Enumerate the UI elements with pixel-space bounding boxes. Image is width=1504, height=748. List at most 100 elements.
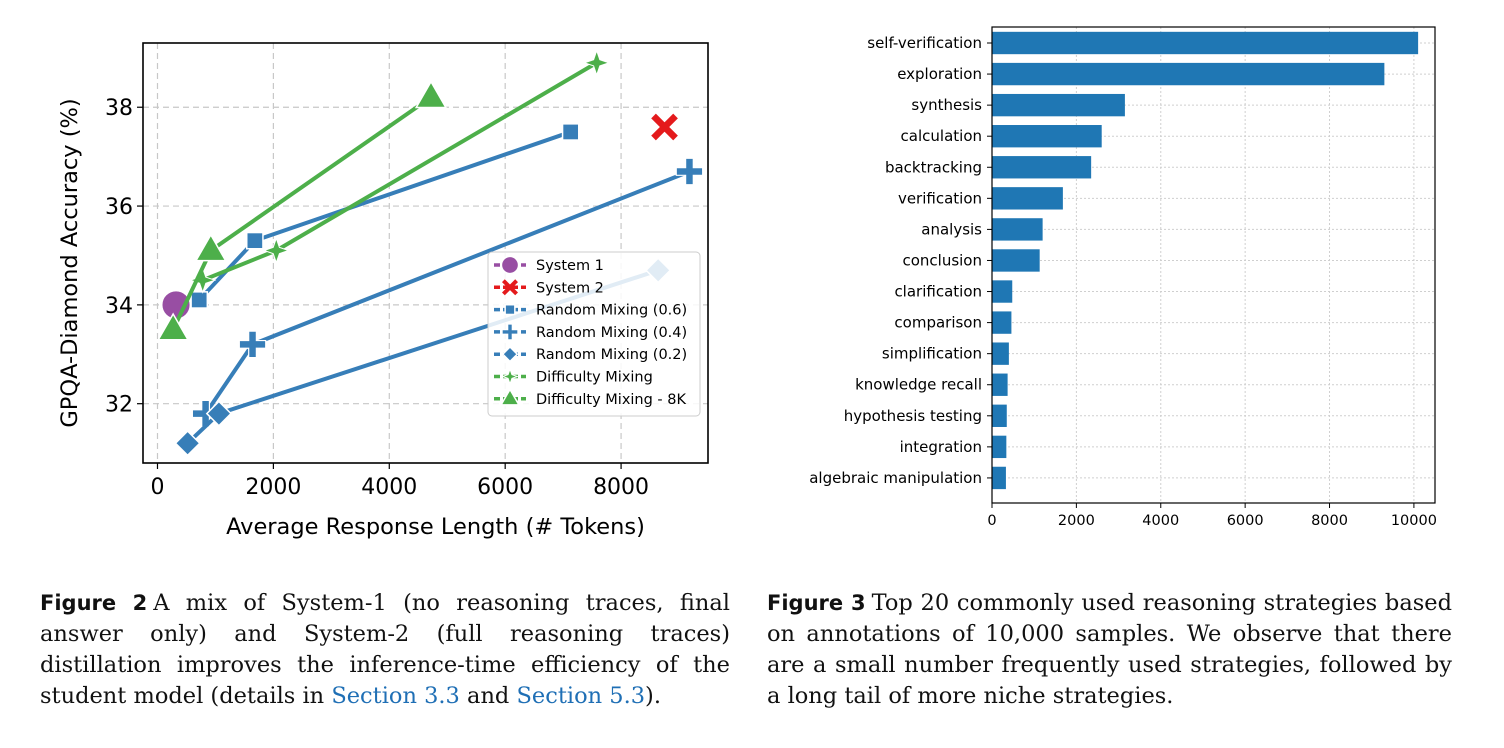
bar-self-verification	[992, 31, 1419, 55]
legend-box	[487, 251, 701, 417]
y-tick-label: 38	[105, 96, 133, 121]
bar-simplification	[992, 342, 1009, 365]
legend-label: Difficulty Mixing - 8K	[536, 392, 686, 408]
bar-integration	[992, 435, 1007, 459]
figure-3-label: Figure 3	[767, 591, 866, 615]
category-label: clarification	[894, 283, 982, 301]
x-tick-label: 2000	[245, 475, 301, 500]
plot-frame	[142, 42, 709, 464]
point-random-mixing-0-6-0	[190, 291, 209, 309]
category-label: calculation	[901, 127, 982, 145]
legend-item-system-1: System 1	[494, 255, 604, 275]
x-tick-label: 4000	[1142, 513, 1179, 529]
bar-synthesis	[992, 93, 1125, 117]
category-label: analysis	[921, 220, 982, 238]
point-random-mixing-0-4-0	[191, 399, 220, 428]
figure-2-label: Figure 2	[40, 591, 148, 615]
data-series	[157, 49, 704, 457]
x-tick-label: 0	[150, 475, 164, 500]
category-label: self-verification	[867, 34, 982, 52]
legend-label: Random Mixing (0.4)	[536, 325, 687, 341]
accuracy-vs-length-plot: 0 2000 4000 6000 8000 32 34 36 38 Average Respons…	[57, 42, 709, 540]
point-difficulty-mixing-8k-2	[414, 80, 448, 109]
bar-analysis	[992, 218, 1043, 241]
x-tick-label: 6000	[477, 475, 533, 500]
category-label: simplification	[882, 345, 982, 363]
x-tick-label: 0	[987, 513, 996, 529]
point-system-2-0	[651, 113, 678, 141]
x-tick-label: 8000	[1311, 513, 1348, 529]
legend-item-difficulty-mixing: Difficulty Mixing	[494, 367, 653, 386]
bar-algebraic-manipulation	[992, 466, 1006, 490]
legend-label: Difficulty Mixing	[536, 370, 653, 386]
bar-conclusion	[992, 249, 1040, 272]
point-random-mixing-0-4-1	[238, 330, 267, 359]
legend-item-random-mixing-0-6: Random Mixing (0.6)	[494, 303, 687, 319]
legend-marker-system-1	[500, 255, 520, 275]
legend-marker-random-mixing-0-2	[501, 345, 519, 363]
category-label: comparison	[894, 314, 982, 332]
x-tick-label: 2000	[1058, 513, 1095, 529]
legend-label: Random Mixing (0.2)	[536, 347, 687, 363]
bars	[992, 31, 1419, 490]
legend-marker-difficulty-mixing-8k	[499, 387, 521, 406]
reasoning-strategies-bar-chart: self-verification exploration synthesis cal…	[809, 26, 1437, 529]
figure-3-caption-text: Top 20 commonly used reasoning strategie…	[767, 590, 1452, 709]
bar-comparison	[992, 311, 1012, 334]
series-line-difficulty-mixing-8k	[171, 95, 433, 331]
series-system-2	[651, 113, 678, 141]
category-label: verification	[898, 189, 982, 207]
category-label: conclusion	[902, 251, 982, 269]
figure-2-caption-end: ).	[645, 683, 661, 709]
point-random-mixing-0-6-1	[245, 231, 264, 250]
legend-item-random-mixing-0-4: Random Mixing (0.4)	[494, 323, 687, 341]
axes-ticks: 0 2000 4000 6000 8000 32 34 36 38	[105, 96, 649, 500]
figure-2-caption-middle: and	[459, 683, 517, 709]
grid-lines	[991, 27, 1435, 503]
point-difficulty-mixing-1	[262, 236, 290, 265]
series-random-mixing-0-6	[190, 123, 580, 309]
bar-exploration	[992, 62, 1385, 86]
bar-clarification	[992, 280, 1013, 303]
category-label: hypothesis testing	[844, 407, 982, 425]
figure-2-chart: 0 2000 4000 6000 8000 32 34 36 38 Average Respons…	[40, 0, 720, 560]
legend-label: Random Mixing (0.6)	[536, 303, 687, 319]
category-label: backtracking	[885, 158, 982, 176]
y-tick-label: 36	[105, 195, 133, 220]
point-random-mixing-0-4-2	[675, 157, 704, 186]
point-random-mixing-0-6-2	[561, 123, 580, 141]
point-difficulty-mixing-8k-1	[194, 233, 227, 262]
legend-item-random-mixing-0-2: Random Mixing (0.2)	[494, 345, 687, 363]
bar-knowledge-recall	[992, 373, 1008, 396]
category-label: integration	[900, 438, 982, 456]
legend-item-difficulty-mixing-8k: Difficulty Mixing - 8K	[494, 387, 686, 408]
legend-label: System 1	[536, 258, 604, 274]
y-tick-label: 34	[105, 294, 133, 319]
figure-3-caption: Figure 3 Top 20 commonly used reasoning s…	[767, 588, 1452, 712]
legend-label: System 2	[536, 280, 604, 296]
bar-hypothesis-testing	[992, 404, 1007, 427]
bar-backtracking	[992, 156, 1092, 179]
section-5-3-link[interactable]: Section 5.3	[516, 683, 646, 709]
series-difficulty-mixing-8k	[157, 80, 448, 341]
point-difficulty-mixing-2	[583, 49, 611, 77]
legend-marker-difficulty-mixing	[501, 367, 519, 386]
y-tick-label: 32	[105, 393, 133, 418]
x-tick-label: 6000	[1227, 513, 1264, 529]
plot-frame	[991, 26, 1436, 504]
category-label: knowledge recall	[855, 376, 982, 394]
x-tick-label: 8000	[593, 475, 649, 500]
legend-marker-system-2	[501, 279, 519, 296]
figure-3-chart: self-verification exploration synthesis cal…	[790, 0, 1460, 560]
legend: System 1 System 2 Random Mixing (0.6) Rando…	[487, 251, 701, 417]
bar-verification	[992, 187, 1063, 210]
legend-item-system-2: System 2	[494, 279, 604, 296]
category-label: algebraic manipulation	[809, 469, 982, 487]
category-label: synthesis	[911, 96, 982, 114]
figure-2-caption-text: A mix of System-1 (no reasoning traces, …	[40, 590, 730, 709]
section-3-3-link[interactable]: Section 3.3	[331, 683, 460, 709]
point-difficulty-mixing-8k-0	[157, 312, 190, 341]
legend-marker-random-mixing-0-4	[501, 323, 519, 341]
point-random-mixing-0-2-1	[205, 400, 233, 427]
legend-marker-random-mixing-0-6	[504, 303, 516, 316]
